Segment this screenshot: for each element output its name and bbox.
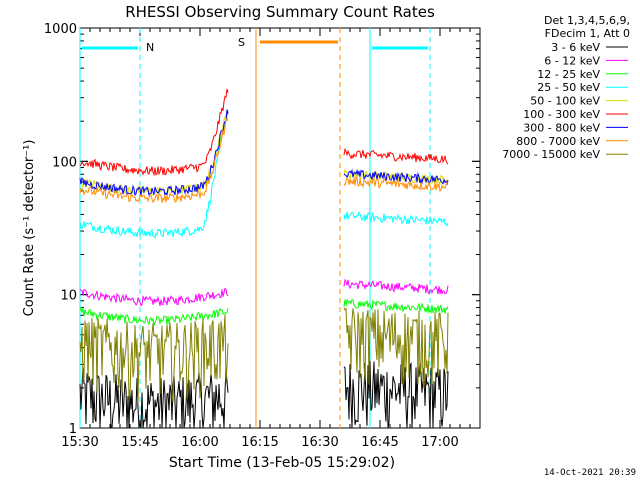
- series-line: [79, 117, 229, 204]
- series-lines: [79, 88, 449, 429]
- legend-label: 12 - 25 keV: [537, 68, 600, 81]
- legend-label: 800 - 7000 keV: [516, 135, 600, 148]
- saa-label: S: [238, 36, 245, 49]
- series-line: [343, 307, 449, 389]
- y-axis-label: Count Rate (s⁻¹ detector⁻¹): [22, 140, 37, 317]
- x-tick-labels: 15:30 15:45 16:00 16:15 16:30 16:45 17:00: [61, 435, 458, 450]
- legend-label: 3 - 6 keV: [551, 41, 600, 54]
- series-line: [79, 306, 229, 326]
- footer-date: 14-Oct-2021 20:39: [544, 468, 636, 478]
- legend-label: 50 - 100 keV: [530, 95, 600, 108]
- y-tick-label: 100: [52, 155, 77, 170]
- series-line: [79, 110, 229, 239]
- series-line: [343, 147, 449, 165]
- series-line: [79, 287, 229, 307]
- legend: Det 1,3,4,5,6,9,FDecim 1, Att 03 - 6 keV…: [502, 14, 630, 161]
- x-tick-label: 16:00: [181, 435, 218, 450]
- axis-ticks: [79, 27, 481, 429]
- series-line: [79, 314, 229, 403]
- legend-label: 6 - 12 keV: [544, 54, 600, 67]
- x-tick-label: 17:00: [421, 435, 458, 450]
- chart-title: RHESSI Observing Summary Count Rates: [125, 3, 435, 21]
- series-line: [343, 168, 449, 186]
- x-tick-label: 16:45: [361, 435, 398, 450]
- y-tick-labels: 1 10 100 1000: [44, 22, 77, 437]
- night-label: N: [146, 41, 154, 54]
- legend-label: 300 - 800 keV: [523, 121, 600, 134]
- x-tick-label: 16:15: [241, 435, 278, 450]
- x-tick-label: 15:45: [121, 435, 158, 450]
- x-tick-label: 16:30: [301, 435, 338, 450]
- series-line: [79, 109, 229, 197]
- legend-header: Det 1,3,4,5,6,9,: [544, 14, 630, 27]
- series-line: [79, 367, 229, 429]
- series-line: [79, 88, 229, 177]
- x-axis-label: Start Time (13-Feb-05 15:29:02): [169, 455, 395, 471]
- legend-header: FDecim 1, Att 0: [545, 27, 630, 40]
- x-tick-label: 15:30: [61, 435, 98, 450]
- y-tick-label: 10: [60, 289, 77, 304]
- series-line: [343, 360, 449, 429]
- series-line: [343, 278, 449, 295]
- series-line: [343, 211, 449, 227]
- series-line: [343, 298, 449, 315]
- series-line: [343, 176, 449, 193]
- legend-label: 25 - 50 keV: [537, 81, 600, 94]
- y-tick-label: 1000: [44, 22, 77, 37]
- y-tick-label: 1: [69, 422, 77, 437]
- legend-label: 7000 - 15000 keV: [502, 148, 600, 161]
- legend-label: 100 - 300 keV: [523, 108, 600, 121]
